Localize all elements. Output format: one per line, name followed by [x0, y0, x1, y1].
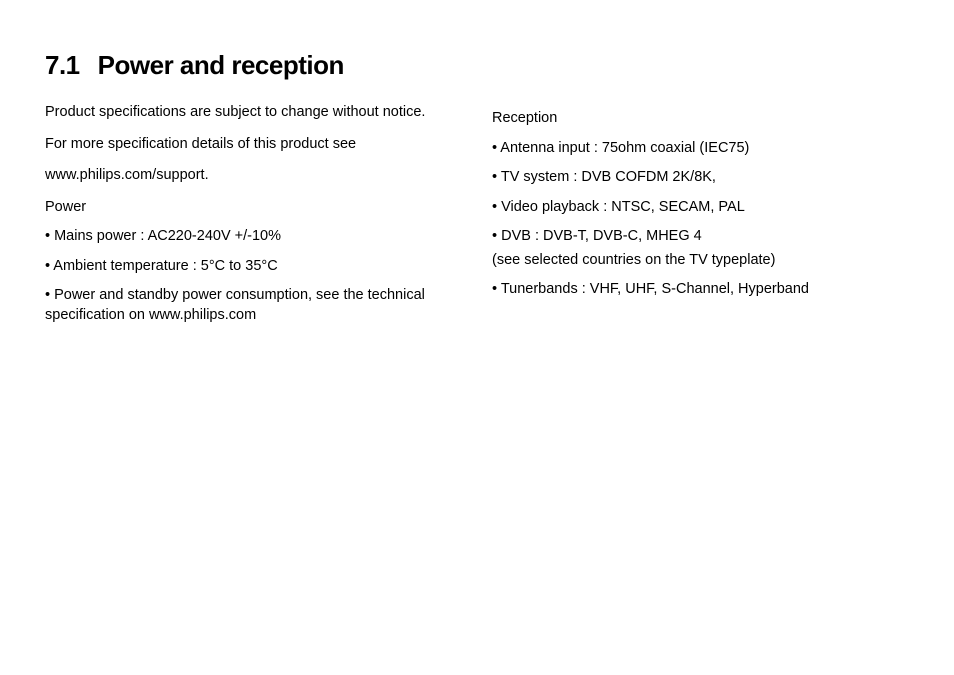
section-title: Power and reception [98, 50, 344, 80]
section-number: 7.1 [45, 50, 80, 80]
spec-bullet: • TV system : DVB COFDM 2K/8K, [492, 168, 909, 188]
intro-paragraph: For more specification details of this p… [45, 135, 462, 155]
spec-bullet: • Antenna input : 75ohm coaxial (IEC75) [492, 139, 909, 159]
spec-bullet: • Ambient temperature : 5°C to 35°C [45, 257, 462, 277]
right-column: Reception • Antenna input : 75ohm coaxia… [492, 103, 909, 336]
spec-bullet: • Tunerbands : VHF, UHF, S-Channel, Hype… [492, 280, 909, 300]
power-subheading: Power [45, 198, 462, 218]
reception-subheading: Reception [492, 109, 909, 129]
section-heading: 7.1 Power and reception [45, 50, 909, 81]
spec-bullet: • Power and standby power consumption, s… [45, 286, 462, 325]
spec-bullet: • Mains power : AC220-240V +/-10% [45, 227, 462, 247]
support-url: www.philips.com/support. [45, 166, 462, 186]
content-columns: Product specifications are subject to ch… [45, 103, 909, 336]
intro-paragraph: Product specifications are subject to ch… [45, 103, 462, 123]
spec-bullet: • Video playback : NTSC, SECAM, PAL [492, 198, 909, 218]
spec-note: (see selected countries on the TV typepl… [492, 251, 909, 271]
left-column: Product specifications are subject to ch… [45, 103, 462, 336]
spec-bullet: • DVB : DVB-T, DVB-C, MHEG 4 [492, 227, 909, 247]
